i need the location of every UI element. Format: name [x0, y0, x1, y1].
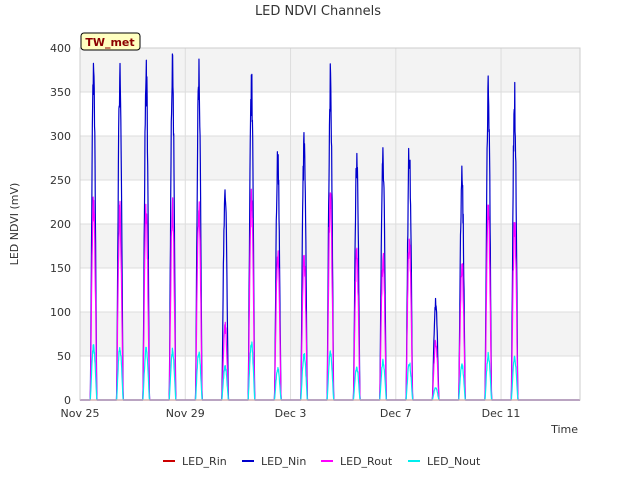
plot-band	[80, 136, 580, 180]
y-tick-label: 0	[64, 394, 71, 407]
y-axis-title: LED NDVI (mV)	[8, 183, 21, 266]
y-tick-label: 150	[50, 262, 71, 275]
y-tick-label: 50	[57, 350, 71, 363]
x-tick-label: Dec 3	[275, 407, 307, 420]
legend-item-led-rout: LED_Rout	[321, 455, 393, 468]
plot-band	[80, 268, 580, 312]
x-tick-label: Dec 11	[482, 407, 521, 420]
y-tick-label: 300	[50, 130, 71, 143]
legend-item-led-nin: LED_Nin	[242, 455, 306, 468]
x-axis: Nov 25 Nov 29 Dec 3 Dec 7 Dec 11	[61, 407, 521, 420]
x-axis-title: Time	[550, 423, 578, 436]
y-tick-label: 400	[50, 42, 71, 55]
station-badge-label: TW_met	[85, 36, 134, 49]
legend-label: LED_Nin	[261, 455, 306, 468]
legend-label: LED_Nout	[427, 455, 481, 468]
y-tick-label: 200	[50, 218, 71, 231]
legend-label: LED_Rin	[182, 455, 227, 468]
station-badge-box	[80, 32, 141, 51]
y-axis: 0 50 100 150 200 250 300 350 400	[50, 42, 71, 407]
x-tick-label: Dec 7	[380, 407, 412, 420]
chart-title: LED NDVI Channels	[255, 4, 381, 19]
x-tick-label: Nov 25	[61, 407, 100, 420]
plot-frame	[79, 47, 581, 401]
legend-label: LED_Rout	[340, 455, 393, 468]
legend-item-led-nout: LED_Nout	[408, 455, 481, 468]
x-tick-label: Nov 29	[166, 407, 205, 420]
y-tick-label: 350	[50, 86, 71, 99]
plot-band	[80, 312, 580, 356]
legend-item-led-rin: LED_Rin	[163, 455, 227, 468]
y-tick-label: 100	[50, 306, 71, 319]
y-tick-label: 250	[50, 174, 71, 187]
station-badge: TW_met	[80, 32, 141, 51]
plot-band	[80, 356, 580, 400]
legend: LED_Rin LED_Nin LED_Rout LED_Nout	[163, 455, 481, 468]
